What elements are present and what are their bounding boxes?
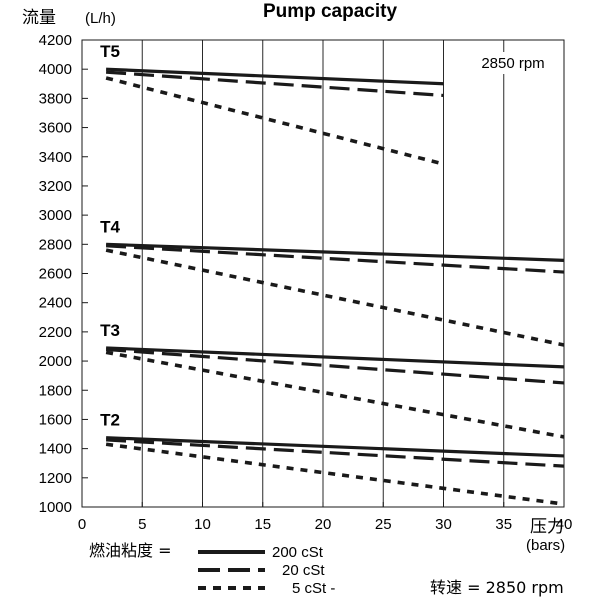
plot-frame [81,39,565,508]
series-t4-20cst [106,244,565,274]
y-tick-label-4200: 4200 [39,32,72,49]
series-t4-5cst [105,248,565,347]
y-tick-label-1400: 1400 [39,441,72,458]
y-tick-label-1200: 1200 [39,470,72,487]
y-tick-label-2800: 2800 [39,236,72,253]
y-tick-label-3800: 3800 [39,90,72,107]
group-label-t2: T2 [100,411,120,430]
series-t2-200cst [106,436,565,458]
group-label-t3: T3 [100,321,120,340]
x-tick-label-35: 35 [495,516,512,533]
legend: 燃油粘度 = 200 cSt 20 cSt 5 cSt - [89,541,335,597]
y-tick-label-2200: 2200 [39,324,72,341]
series-t5-5cst [105,76,444,166]
x-tick-label-10: 10 [194,516,211,533]
y-tick-label-3600: 3600 [39,120,72,137]
series-t5-20cst [105,70,444,98]
series-t4-200cst [106,242,565,262]
speed-footer: 转速 = 2850 rpm [430,578,564,597]
x-tick-label-5: 5 [138,516,146,533]
data-series [105,67,565,506]
series-t3-20cst [105,347,565,385]
speed-annotation: 2850 rpm [481,55,544,72]
x-tick-label-30: 30 [435,516,452,533]
group-label-t4: T4 [100,217,120,236]
x-tick-label-25: 25 [375,516,392,533]
y-tick-label-1800: 1800 [39,382,72,399]
legend-label-20cst: 20 cSt [282,562,325,579]
x-tick-label-0: 0 [78,516,86,533]
y-tick-label-1600: 1600 [39,411,72,428]
speed-annotation-box [465,52,563,74]
legend-label-200cst: 200 cSt [272,544,324,561]
y-tick-label-2600: 2600 [39,266,72,283]
x-tick-label-15: 15 [254,516,271,533]
grid-lines [141,40,505,507]
y-tick-label-3200: 3200 [39,178,72,195]
x-tick-label-40: 40 [556,516,573,533]
group-label-t5: T5 [100,42,120,61]
series-t2-20cst [106,438,565,468]
legend-label-5cst: 5 cSt - [292,580,335,597]
series-t5-200cst [106,67,444,86]
y-tick-label-2400: 2400 [39,295,72,312]
x-tick-label-20: 20 [315,516,332,533]
y-tick-label-3000: 3000 [39,207,72,224]
x-axis-label: 压力 [530,517,564,537]
x-axis-unit: (bars) [526,537,565,554]
y-axis-unit: (L/h) [85,10,116,27]
y-axis-label: 流量 [22,8,56,28]
axis-ticks: 0 5 10 15 20 25 30 35 40 1000 1200 1400 1600 1800 2000… [39,32,573,533]
y-tick-label-3400: 3400 [39,149,72,166]
series-t2-5cst [105,442,565,506]
series-t3-200cst [106,346,565,369]
legend-title: 燃油粘度 = [89,541,172,560]
y-tick-label-4000: 4000 [39,61,72,78]
chart-title: Pump capacity [263,1,398,22]
group-labels: T5 T4 T3 T2 [100,42,120,429]
y-tick-label-1000: 1000 [39,499,72,516]
y-tick-label-2000: 2000 [39,353,72,370]
